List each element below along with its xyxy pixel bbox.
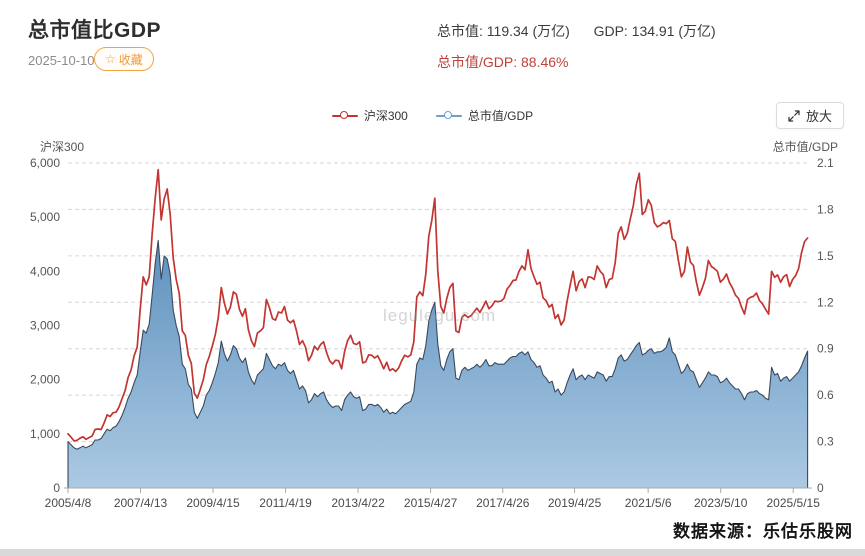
- enlarge-button[interactable]: 放大: [775, 102, 844, 129]
- svg-text:0.9: 0.9: [817, 342, 834, 356]
- legend-label-csi300: 沪深300: [363, 109, 408, 123]
- favorite-button[interactable]: ☆ 收藏: [94, 47, 154, 71]
- svg-text:0: 0: [53, 481, 60, 495]
- svg-text:2013/4/22: 2013/4/22: [331, 496, 385, 510]
- left-axis-labels: 0 1,000 2,000 3,000 4,000 5,000 6,000: [30, 156, 60, 495]
- star-icon: ☆: [105, 52, 116, 66]
- svg-text:0: 0: [817, 481, 824, 495]
- ratio-value: 88.46%: [521, 54, 569, 70]
- svg-text:2007/4/13: 2007/4/13: [114, 496, 168, 510]
- svg-text:1,000: 1,000: [30, 427, 60, 441]
- page-title: 总市值比GDP: [28, 19, 162, 42]
- expand-arrows-icon: [788, 109, 800, 122]
- svg-text:1.5: 1.5: [817, 249, 834, 263]
- svg-text:4,000: 4,000: [30, 264, 60, 278]
- enlarge-button-label: 放大: [805, 109, 832, 124]
- right-axis-labels: 0 0.3 0.6 0.9 1.2 1.5 1.8 2.1: [817, 156, 834, 495]
- watermark: legulegu.com: [383, 306, 497, 325]
- svg-text:5,000: 5,000: [30, 210, 60, 224]
- svg-text:2,000: 2,000: [30, 373, 60, 387]
- legend-item-ratio[interactable]: 总市值/GDP: [435, 107, 534, 124]
- svg-text:2025/5/15: 2025/5/15: [767, 496, 821, 510]
- svg-text:2.1: 2.1: [817, 156, 834, 170]
- svg-text:0.6: 0.6: [817, 388, 834, 402]
- marketcap-gdp-area-series: [67, 239, 809, 488]
- svg-text:2017/4/26: 2017/4/26: [476, 496, 530, 510]
- svg-text:2005/4/8: 2005/4/8: [45, 496, 92, 510]
- svg-text:6,000: 6,000: [30, 156, 60, 170]
- right-axis-title: 总市值/GDP: [772, 140, 838, 154]
- legend-label-ratio: 总市值/GDP: [467, 109, 534, 123]
- svg-text:2015/4/27: 2015/4/27: [404, 496, 458, 510]
- legend-item-csi300[interactable]: 沪深300: [331, 107, 408, 124]
- svg-text:2019/4/25: 2019/4/25: [548, 496, 602, 510]
- date-label: 2025-10-10: [28, 53, 95, 68]
- csi300-line-series: [67, 168, 809, 442]
- ratio-legend-marker-icon: [435, 110, 462, 121]
- gdp-label: GDP:: [593, 23, 628, 39]
- svg-text:1.8: 1.8: [817, 202, 834, 216]
- stats-line-1: 总市值: 119.34 (万亿) GDP: 134.91 (万亿): [437, 21, 716, 41]
- svg-text:1.2: 1.2: [817, 295, 834, 309]
- market-cap-label: 总市值:: [437, 23, 483, 39]
- favorite-button-label: 收藏: [118, 52, 143, 67]
- csi300-legend-marker-icon: [331, 110, 358, 121]
- left-axis-title: 沪深300: [40, 140, 85, 154]
- bottom-edge-strip: [0, 549, 865, 556]
- svg-text:2011/4/19: 2011/4/19: [259, 496, 312, 510]
- ratio-chart[interactable]: 2005/4/8 2007/4/13 2009/4/15 2011/4/19 2013/…: [0, 130, 865, 520]
- svg-text:2021/5/6: 2021/5/6: [625, 496, 672, 510]
- svg-text:0.3: 0.3: [817, 435, 834, 449]
- svg-text:3,000: 3,000: [30, 319, 60, 333]
- data-source-label: 数据来源：乐估乐股网: [673, 522, 853, 541]
- chart-legend: 沪深300 总市值/GDP: [0, 107, 865, 124]
- stats-line-2: 总市值/GDP: 88.46%: [437, 52, 569, 72]
- ratio-label: 总市值/GDP:: [437, 54, 518, 70]
- svg-text:2023/5/10: 2023/5/10: [694, 496, 748, 510]
- x-axis: 2005/4/8 2007/4/13 2009/4/15 2011/4/19 2013/…: [45, 487, 821, 510]
- market-cap-value: 119.34 (万亿): [486, 23, 570, 39]
- gdp-value: 134.91 (万亿): [631, 23, 716, 39]
- svg-text:2009/4/15: 2009/4/15: [186, 496, 240, 510]
